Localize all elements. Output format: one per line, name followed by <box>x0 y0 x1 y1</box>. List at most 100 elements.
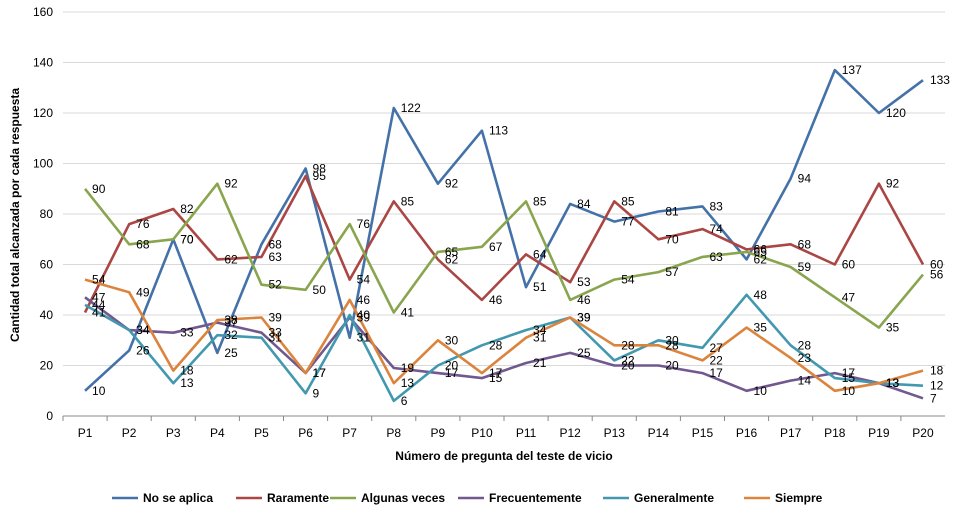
x-tick-label: P18 <box>824 426 846 440</box>
data-label: 15 <box>842 371 856 385</box>
data-label: 25 <box>577 346 591 360</box>
data-label: 81 <box>665 204 679 218</box>
data-label: 13 <box>886 376 900 390</box>
data-label: 39 <box>577 311 591 325</box>
data-label: 120 <box>886 106 906 120</box>
series-line-siempre <box>84 278 924 393</box>
legend: No se aplica Raramente Algunas veces Frecue… <box>112 491 823 505</box>
x-tick-label: P19 <box>868 426 890 440</box>
data-label: 46 <box>489 293 503 307</box>
data-label: 137 <box>842 63 862 77</box>
data-label: 7 <box>930 391 937 405</box>
data-label: 17 <box>313 366 327 380</box>
legend-item: Generalmente <box>603 491 714 505</box>
data-label: 21 <box>533 356 547 370</box>
data-label: 49 <box>136 285 150 299</box>
data-label: 17 <box>842 366 856 380</box>
data-label: 83 <box>709 199 723 213</box>
y-axis-ticks: 0 20 40 60 80 100 120 140 160 <box>33 5 53 423</box>
data-label: 39 <box>268 311 282 325</box>
data-label: 26 <box>136 343 150 357</box>
data-label: 82 <box>180 202 194 216</box>
data-label: 13 <box>886 376 900 390</box>
data-label: 85 <box>533 194 547 208</box>
data-label: 52 <box>268 278 282 292</box>
x-tick-label: P4 <box>210 426 225 440</box>
data-label: 85 <box>401 194 415 208</box>
data-label: 13 <box>886 376 900 390</box>
x-tick-label: P8 <box>386 426 401 440</box>
legend-item: Siempre <box>744 491 823 505</box>
data-label: 76 <box>357 217 371 231</box>
data-label: 70 <box>180 232 194 246</box>
x-tick-label: P15 <box>692 426 714 440</box>
data-label: 22 <box>621 353 635 367</box>
x-tick-label: P9 <box>431 426 446 440</box>
data-label: 28 <box>665 338 679 352</box>
x-tick-label: P7 <box>342 426 357 440</box>
data-label: 59 <box>798 260 812 274</box>
data-label: 70 <box>665 232 679 246</box>
data-label: 40 <box>357 308 371 322</box>
data-label: 15 <box>489 371 503 385</box>
data-label: 32 <box>224 328 238 342</box>
legend-label: No se aplica <box>143 491 213 505</box>
data-label: 46 <box>357 293 371 307</box>
data-label: 92 <box>886 177 900 191</box>
data-label: 31 <box>533 331 547 345</box>
data-label: 62 <box>754 252 768 266</box>
data-label: 18 <box>180 364 194 378</box>
data-label: 94 <box>798 172 812 186</box>
data-label: 18 <box>930 364 944 378</box>
data-label: 17 <box>709 366 723 380</box>
data-label: 51 <box>533 280 547 294</box>
data-label: 92 <box>224 177 238 191</box>
x-tick-label: P16 <box>736 426 758 440</box>
data-label: 39 <box>577 311 591 325</box>
data-label: 133 <box>930 73 950 87</box>
x-tick-label: P3 <box>166 426 181 440</box>
data-label: 27 <box>709 341 723 355</box>
data-label: 9 <box>313 386 320 400</box>
data-label: 41 <box>92 305 106 319</box>
data-label: 67 <box>489 240 503 254</box>
data-label: 92 <box>445 177 459 191</box>
data-label: 6 <box>401 394 408 408</box>
y-tick-label: 140 <box>33 56 53 70</box>
data-label: 70 <box>180 232 194 246</box>
data-label: 47 <box>842 290 856 304</box>
data-label: 20 <box>621 359 635 373</box>
legend-label: Siempre <box>775 491 823 505</box>
x-tick-label: P1 <box>78 426 93 440</box>
data-label: 54 <box>357 273 371 287</box>
legend-label: Frecuentemente <box>489 491 582 505</box>
data-label: 74 <box>709 222 723 236</box>
data-label: 20 <box>445 359 459 373</box>
y-tick-label: 20 <box>40 359 54 373</box>
series-line-generalmente <box>84 293 924 403</box>
legend-item: No se aplica <box>112 491 213 505</box>
data-label: 22 <box>709 353 723 367</box>
data-label: 66 <box>754 242 768 256</box>
data-label: 10 <box>754 384 768 398</box>
data-label: 30 <box>665 333 679 347</box>
data-label: 77 <box>621 215 635 229</box>
y-tick-label: 40 <box>40 308 54 322</box>
data-label: 68 <box>268 237 282 251</box>
data-label: 54 <box>621 273 635 287</box>
y-tick-label: 100 <box>33 157 53 171</box>
y-tick-label: 0 <box>46 409 53 423</box>
data-label: 17 <box>313 366 327 380</box>
y-axis-title: Cantidad total alcanzada por cada respue… <box>8 88 22 342</box>
x-tick-label: P11 <box>516 426 537 440</box>
data-label: 122 <box>401 101 421 115</box>
data-label: 90 <box>92 182 106 196</box>
legend-item: Frecuentemente <box>458 491 582 505</box>
x-axis-title: Número de pregunta del teste de vicio <box>395 449 612 463</box>
data-label: 84 <box>577 197 591 211</box>
data-label: 17 <box>489 366 503 380</box>
data-label: 13 <box>180 376 194 390</box>
data-label: 60 <box>842 258 856 272</box>
